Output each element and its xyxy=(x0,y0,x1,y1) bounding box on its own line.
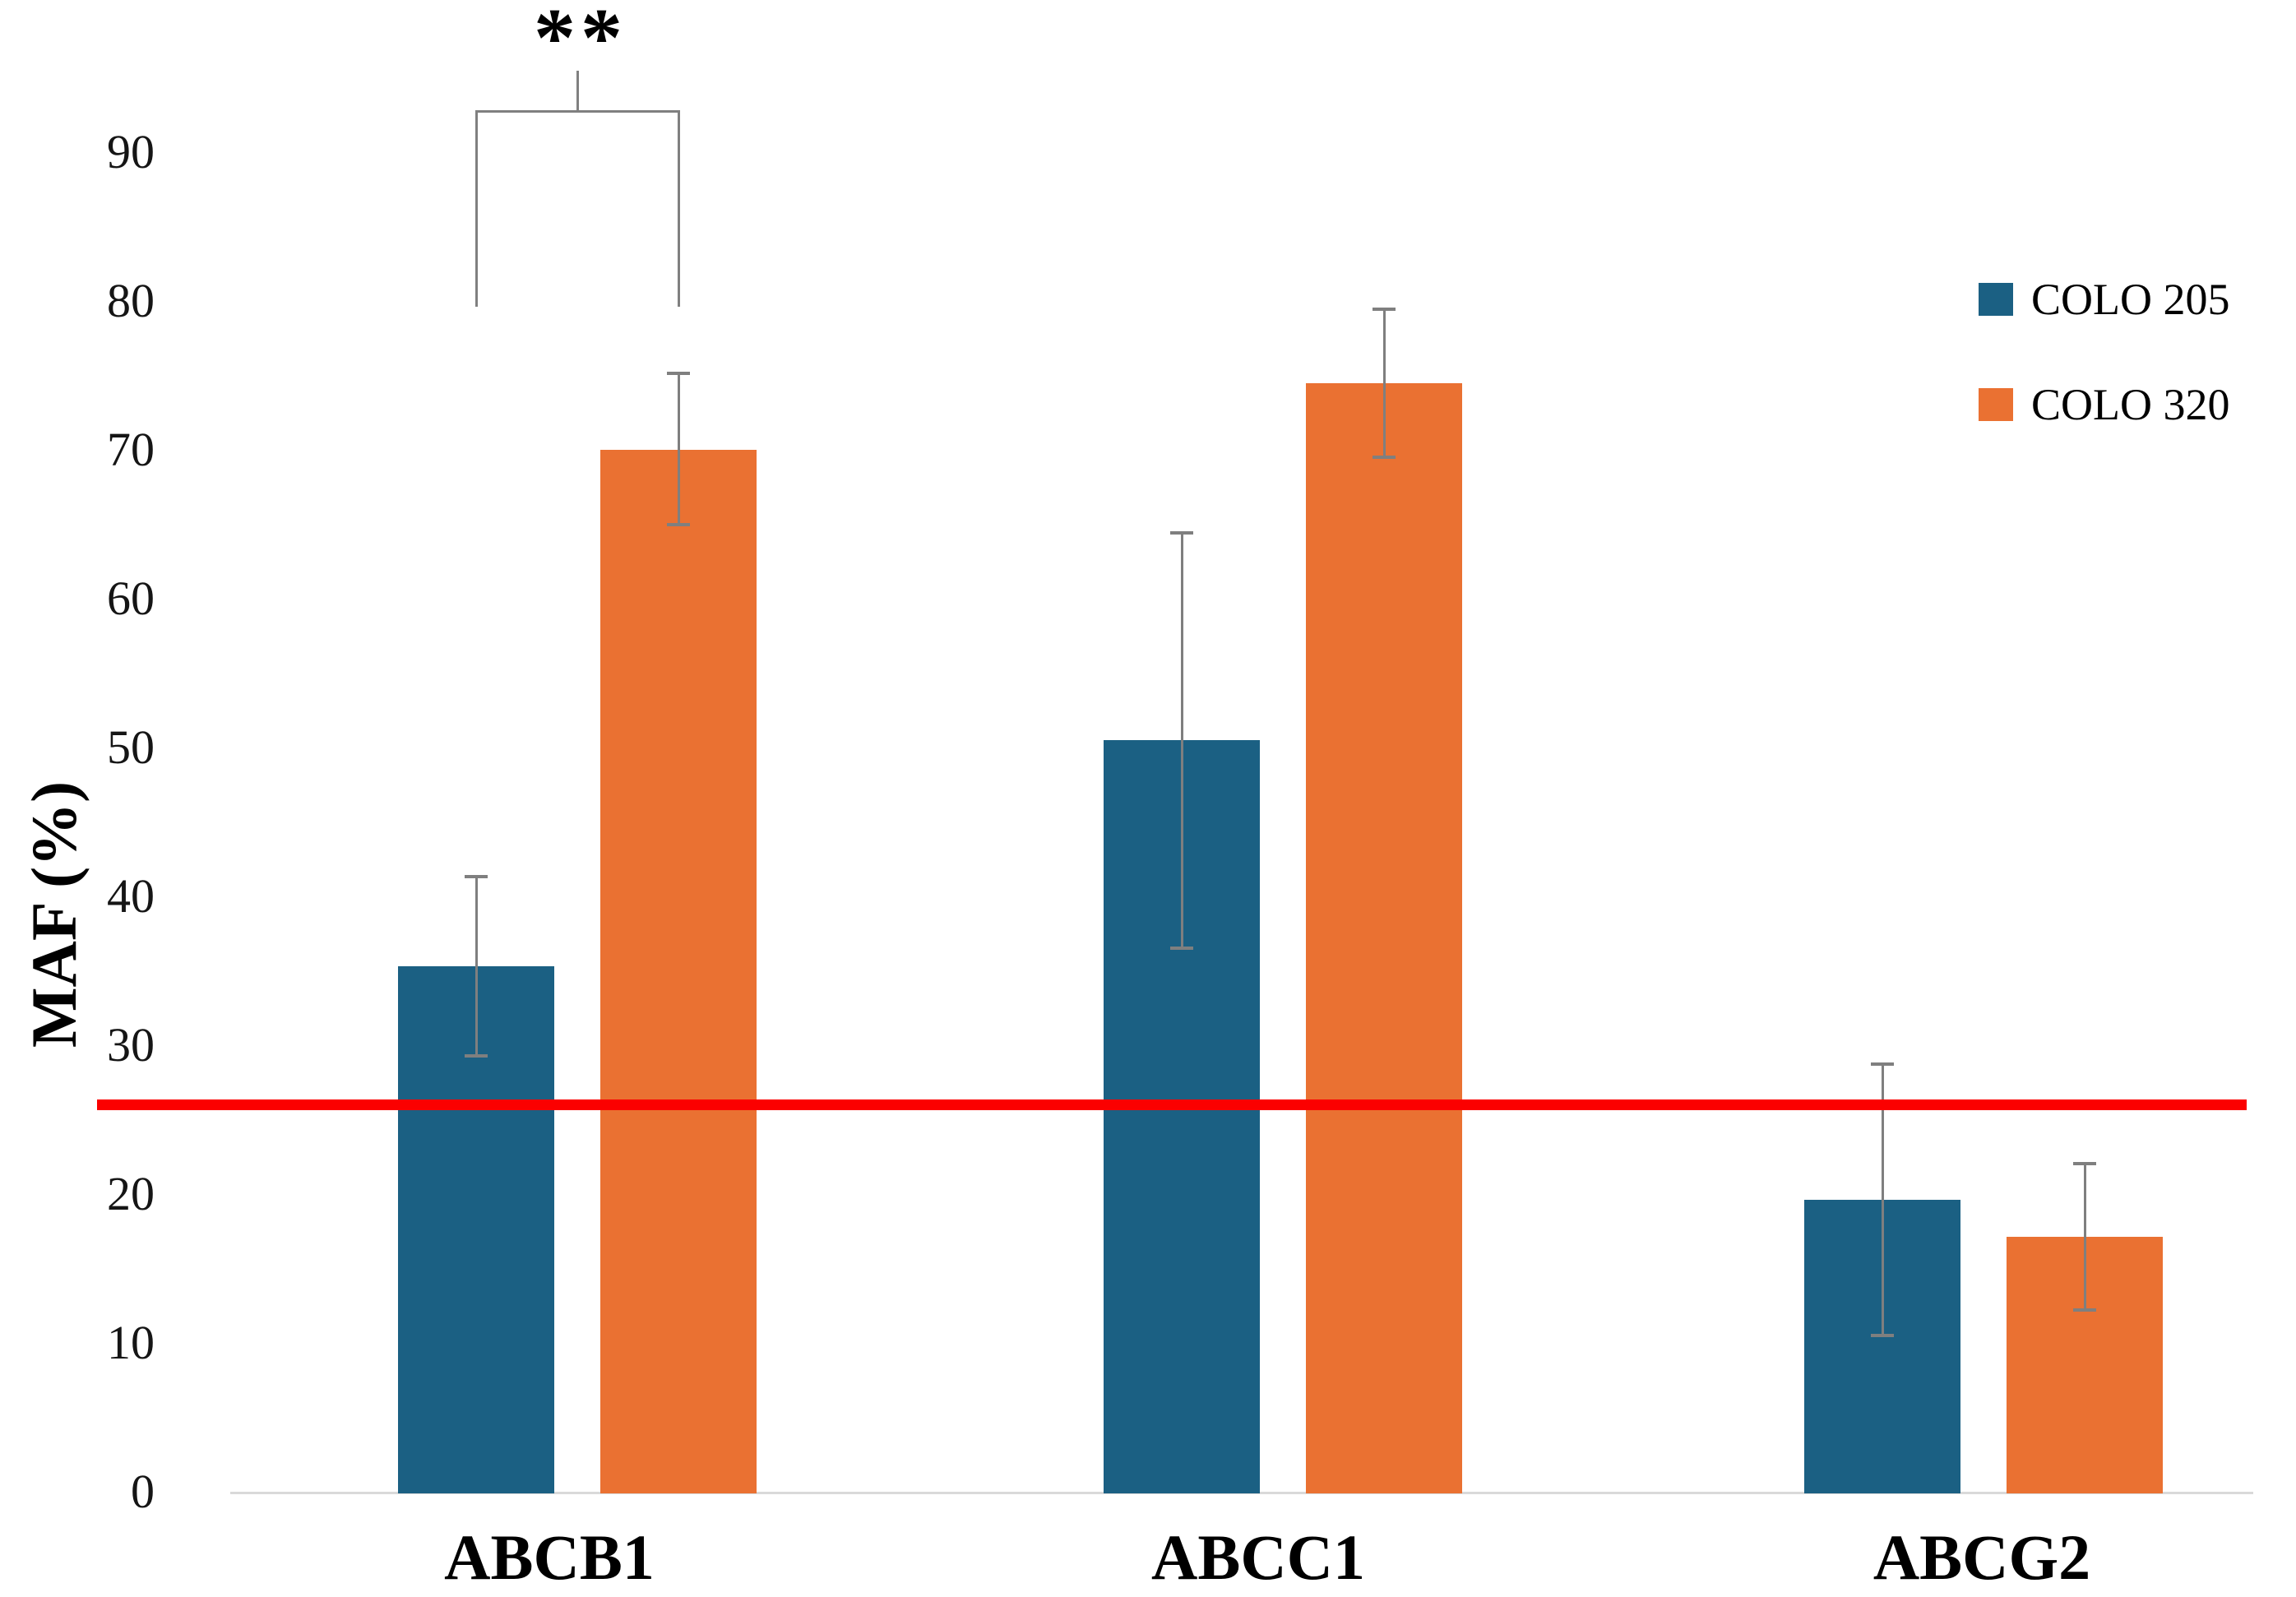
y-tick-label-40: 40 xyxy=(107,869,155,923)
error-bar-ABCB1-colo-320-cap-top xyxy=(667,371,690,375)
bracket-left-arm xyxy=(474,110,478,308)
legend-label-colo-205: COLO 205 xyxy=(2031,275,2230,324)
bracket-horizontal xyxy=(476,110,678,113)
error-bar-ABCC1-colo-320-cap-bottom xyxy=(1373,456,1396,460)
error-bar-ABCB1-colo-205-cap-top xyxy=(465,874,488,878)
error-bar-ABCG2-colo-320-cap-bottom xyxy=(2073,1308,2096,1312)
error-bar-ABCG2-colo-320-line xyxy=(2083,1162,2086,1311)
reference-line xyxy=(97,1099,2247,1111)
error-bar-ABCB1-colo-205-cap-bottom xyxy=(465,1053,488,1058)
y-tick-label-0: 0 xyxy=(131,1465,155,1518)
error-bar-ABCC1-colo-205-cap-top xyxy=(1170,530,1193,535)
error-bar-ABCG2-colo-320-cap-top xyxy=(2073,1161,2096,1165)
error-bar-ABCB1-colo-320-cap-bottom xyxy=(667,522,690,526)
error-bar-ABCC1-colo-205-cap-bottom xyxy=(1170,947,1193,951)
y-tick-label-20: 20 xyxy=(107,1167,155,1220)
bracket-stem xyxy=(576,71,579,111)
bar-ABCC1-colo-320 xyxy=(1306,382,1462,1493)
bar-ABCB1-colo-320 xyxy=(600,450,757,1493)
y-tick-label-60: 60 xyxy=(107,572,155,625)
error-bar-ABCB1-colo-205-line xyxy=(474,875,478,1056)
legend-label-colo-320: COLO 320 xyxy=(2031,380,2230,429)
y-tick-label-90: 90 xyxy=(107,125,155,178)
error-bar-ABCG2-colo-205-cap-bottom xyxy=(1871,1333,1894,1337)
y-tick-label-80: 80 xyxy=(107,274,155,327)
error-bar-ABCG2-colo-205-cap-top xyxy=(1871,1062,1894,1066)
bracket-right-arm xyxy=(677,110,680,308)
error-bar-ABCC1-colo-320-line xyxy=(1382,308,1386,458)
error-bar-ABCC1-colo-320-cap-top xyxy=(1373,308,1396,312)
y-tick-label-10: 10 xyxy=(107,1316,155,1369)
significance-asterisks: ** xyxy=(534,0,627,85)
y-tick-label-30: 30 xyxy=(107,1018,155,1072)
x-category-label-ABCC1: ABCC1 xyxy=(1150,1521,1365,1593)
legend-swatch-colo-320 xyxy=(1979,388,2013,421)
error-bar-ABCC1-colo-205-line xyxy=(1180,531,1183,949)
error-bar-ABCB1-colo-320-line xyxy=(677,372,680,525)
y-tick-label-70: 70 xyxy=(107,423,155,476)
y-tick-label-50: 50 xyxy=(107,720,155,774)
x-category-label-ABCG2: ABCG2 xyxy=(1872,1521,2091,1593)
x-category-label-ABCB1: ABCB1 xyxy=(444,1521,655,1593)
legend-swatch-colo-205 xyxy=(1979,283,2013,316)
error-bar-ABCG2-colo-205-line xyxy=(1881,1062,1884,1335)
